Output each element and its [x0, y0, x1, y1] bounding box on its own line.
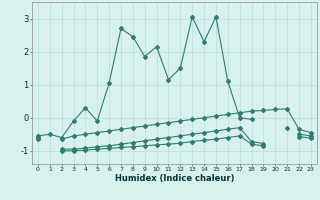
X-axis label: Humidex (Indice chaleur): Humidex (Indice chaleur) — [115, 174, 234, 183]
